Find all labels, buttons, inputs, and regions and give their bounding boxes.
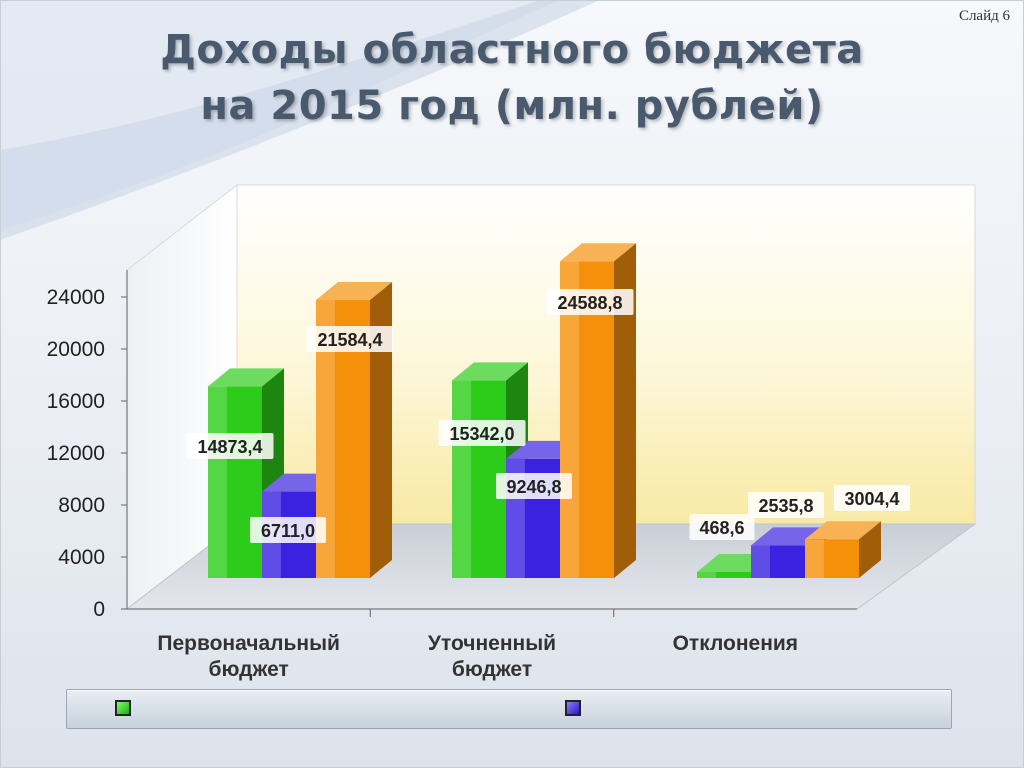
data-label-text: 9246,8 — [506, 477, 561, 497]
title-line-2: на 2015 год (млн. рублей) — [200, 83, 824, 129]
x-tick-label: бюджет — [452, 658, 532, 681]
x-tick-label: Отклонения — [673, 632, 799, 655]
bar-front — [697, 571, 751, 578]
data-label: 15342,0 — [438, 420, 526, 446]
data-label-text: 24588,8 — [557, 293, 622, 313]
bar-highlight — [316, 300, 335, 578]
bar-highlight — [208, 386, 227, 578]
data-label-box — [748, 492, 824, 518]
data-label-box — [834, 485, 910, 511]
data-label-text: 3004,4 — [844, 489, 899, 509]
data-label: 21584,4 — [306, 326, 394, 352]
data-label: 14873,4 — [186, 433, 274, 459]
bar-side — [614, 243, 636, 578]
data-label: 24588,8 — [546, 289, 634, 315]
title-line-1: Доходы областного бюджета — [160, 27, 864, 73]
data-label-text: 21584,4 — [317, 330, 382, 350]
chart-legend — [66, 689, 952, 729]
y-tick-label: 20000 — [47, 338, 105, 361]
data-label: 9246,8 — [496, 473, 572, 499]
bar-highlight — [452, 380, 471, 578]
x-tick-label: бюджет — [209, 658, 289, 681]
bar-top — [805, 521, 881, 540]
data-label-text: 2535,8 — [758, 496, 813, 516]
data-label-text: 14873,4 — [197, 437, 262, 457]
data-label-box — [306, 326, 394, 352]
x-tick-label: Первоначальный — [157, 632, 340, 655]
page-title: Доходы областного бюджета на 2015 год (м… — [0, 22, 1024, 134]
bar-top — [316, 282, 392, 300]
data-label-box — [546, 289, 634, 315]
data-label-text: 468,6 — [699, 518, 744, 538]
y-tick-label: 8000 — [58, 494, 105, 517]
y-tick-label: 0 — [93, 598, 105, 621]
x-tick-label: Уточненный — [428, 632, 556, 655]
data-label-box — [496, 473, 572, 499]
y-tick-label: 16000 — [47, 390, 105, 413]
y-tick-label: 24000 — [47, 286, 105, 309]
bar — [805, 521, 881, 578]
data-label: 3004,4 — [834, 485, 910, 511]
bar-highlight — [805, 539, 824, 578]
bar-top — [452, 362, 528, 381]
y-tick-label: 12000 — [47, 442, 105, 465]
bar-highlight — [751, 545, 770, 578]
data-label-box — [689, 514, 755, 540]
data-label: 468,6 — [689, 514, 755, 540]
slide-number: Слайд 6 — [958, 8, 1010, 24]
bar-highlight — [697, 571, 716, 578]
data-label-text: 6711,0 — [261, 521, 315, 541]
y-tick-label: 4000 — [58, 546, 105, 569]
bar-top — [560, 243, 636, 262]
data-label: 2535,8 — [748, 492, 824, 518]
legend-swatch-series-1 — [115, 700, 131, 716]
legend-swatch-series-2 — [565, 700, 581, 716]
data-label: 6711,0 — [250, 517, 326, 543]
data-label-box — [186, 433, 274, 459]
bar-top — [208, 368, 284, 387]
bar-side — [859, 521, 881, 578]
data-label-box — [438, 420, 526, 446]
data-label-text: 15342,0 — [449, 424, 514, 444]
bar-side — [370, 282, 392, 578]
data-label-box — [250, 517, 326, 543]
